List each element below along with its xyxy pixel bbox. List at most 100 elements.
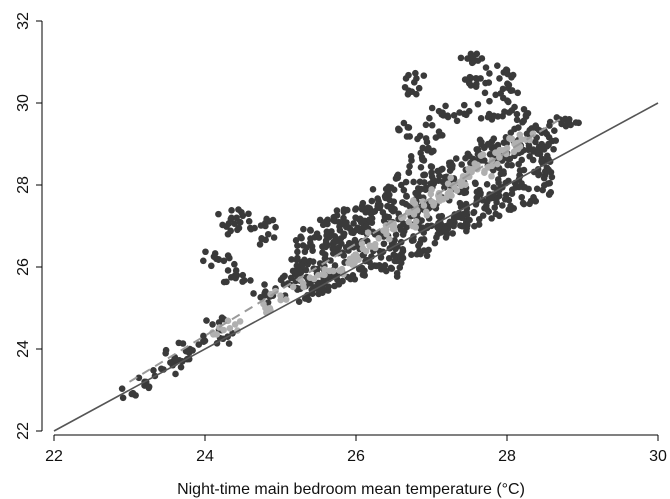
data-point-dark (456, 199, 464, 207)
data-point-light (477, 152, 485, 159)
data-point-dark (492, 210, 500, 218)
data-point-dark (195, 341, 203, 348)
data-point-light (386, 235, 393, 243)
data-point-dark (505, 81, 513, 89)
data-point-dark (522, 113, 530, 120)
data-point-dark (167, 359, 174, 366)
fit-line-dashed (128, 118, 561, 383)
data-point-dark (325, 283, 332, 291)
data-point-dark (362, 209, 369, 216)
data-point-dark (315, 279, 322, 287)
data-point-dark (443, 229, 450, 236)
data-point-dark (457, 54, 465, 62)
data-point-dark (172, 356, 180, 363)
data-point-dark (408, 251, 415, 259)
data-point-dark (369, 185, 377, 193)
data-point-light (321, 266, 328, 273)
data-point-dark (235, 206, 242, 213)
data-point-dark (303, 244, 310, 251)
data-point-dark (546, 118, 554, 126)
data-point-dark (172, 370, 179, 378)
data-point-light (350, 253, 357, 260)
data-point-dark (434, 230, 442, 238)
data-point-dark (380, 240, 388, 248)
data-point-dark (473, 80, 480, 88)
data-point-dark (550, 145, 557, 153)
data-point-dark (448, 162, 456, 170)
y-tick-label: 26 (15, 258, 32, 276)
data-point-dark (529, 148, 537, 155)
data-point-dark (502, 66, 510, 73)
data-point-dark (506, 205, 514, 212)
data-point-dark (406, 163, 413, 170)
data-point-light (444, 180, 452, 187)
data-point-dark (162, 349, 169, 357)
data-point-dark (118, 385, 126, 392)
data-point-dark (390, 186, 398, 194)
data-point-dark (399, 199, 406, 206)
data-point-dark (295, 298, 303, 305)
data-point-dark (399, 231, 407, 238)
data-point-dark (322, 218, 330, 225)
data-point-dark (210, 253, 218, 260)
data-point-dark (421, 179, 428, 186)
data-point-dark (316, 216, 324, 224)
data-point-light (266, 304, 274, 312)
data-point-dark (225, 340, 233, 347)
data-point-dark (258, 235, 265, 243)
data-point-dark (430, 147, 437, 155)
data-point-dark (331, 262, 339, 269)
data-point-dark (450, 112, 458, 119)
data-point-dark (397, 251, 405, 258)
data-point-dark (324, 241, 331, 249)
data-point-dark (387, 264, 395, 272)
data-point-dark (538, 155, 546, 163)
data-point-dark (373, 262, 380, 270)
data-point-dark (359, 199, 367, 207)
data-point-dark (408, 237, 416, 244)
data-point-dark (374, 195, 381, 202)
data-point-dark (446, 218, 454, 226)
data-point-dark (220, 278, 228, 286)
data-point-dark (405, 71, 412, 79)
data-point-dark (392, 231, 400, 239)
data-point-dark (404, 124, 412, 131)
data-point-dark (306, 257, 314, 265)
y-axis-ticks: 22 24 26 28 30 32 (15, 12, 42, 440)
data-point-light (529, 130, 537, 138)
data-point-dark (236, 219, 244, 226)
data-point-dark (540, 174, 548, 182)
data-point-light (488, 162, 496, 170)
data-point-light (439, 195, 447, 203)
data-point-dark (513, 110, 521, 118)
data-point-dark (202, 248, 209, 256)
data-point-dark (535, 171, 542, 179)
data-point-dark (488, 215, 495, 222)
data-point-dark (403, 133, 411, 140)
data-point-light (409, 198, 417, 206)
data-point-dark (485, 208, 493, 215)
data-point-dark (494, 113, 502, 120)
data-point-dark (562, 122, 570, 130)
data-point-dark (336, 227, 344, 234)
x-tick-label: 26 (347, 448, 365, 465)
data-point-light (427, 190, 435, 198)
data-point-dark (223, 223, 230, 230)
data-point-dark (177, 363, 185, 371)
data-point-dark (504, 161, 511, 169)
data-point-dark (485, 110, 493, 118)
data-point-dark (357, 218, 365, 226)
data-point-dark (478, 138, 485, 146)
data-point-dark (417, 164, 425, 171)
data-point-dark (463, 224, 471, 232)
data-point-dark (423, 252, 431, 260)
data-point-dark (424, 147, 431, 154)
data-point-light (326, 267, 333, 275)
data-point-dark (533, 185, 541, 193)
data-point-dark (442, 102, 449, 110)
data-point-light (277, 296, 284, 304)
data-point-dark (452, 155, 460, 162)
data-point-dark (472, 74, 480, 82)
data-point-dark (421, 171, 429, 179)
data-point-dark (425, 246, 432, 254)
